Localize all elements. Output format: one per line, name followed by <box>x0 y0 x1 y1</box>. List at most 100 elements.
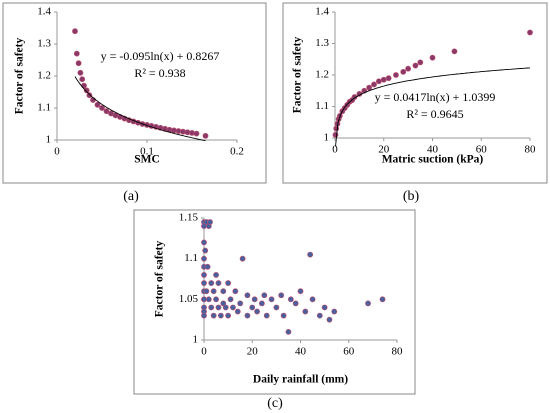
point <box>400 68 407 75</box>
x-tick-label: 60 <box>343 346 355 358</box>
y-tick-label: 1 <box>324 132 330 144</box>
x-tick-label: 40 <box>295 346 307 358</box>
point <box>385 75 392 82</box>
x-axis-title: Matric suction (kPa) <box>382 154 484 166</box>
point <box>527 29 533 36</box>
point <box>81 82 87 89</box>
point <box>263 312 270 319</box>
point <box>331 308 338 315</box>
y-tick-label: 1.3 <box>37 38 51 50</box>
panel-label: (a) <box>123 189 139 204</box>
x-axis-title: Daily rainfall (mm) <box>253 374 348 386</box>
point <box>380 76 387 83</box>
point <box>217 312 224 319</box>
point <box>77 69 84 76</box>
y-axis-title: Factor of safety <box>14 38 26 115</box>
point <box>316 312 323 319</box>
point <box>201 312 207 319</box>
point <box>273 304 280 311</box>
point <box>193 130 200 137</box>
point <box>225 312 232 319</box>
point <box>244 312 251 319</box>
x-tick-label: 0.2 <box>230 146 244 158</box>
point <box>208 304 215 311</box>
point <box>204 263 211 270</box>
point <box>201 272 207 278</box>
point <box>201 296 207 303</box>
point <box>207 219 213 225</box>
point <box>94 101 101 108</box>
y-tick-label: 1.4 <box>315 6 329 18</box>
panel-label: (c) <box>267 396 283 411</box>
point <box>230 304 236 311</box>
panel-frame <box>282 2 548 184</box>
point <box>73 50 80 57</box>
point <box>75 60 82 67</box>
point <box>201 239 207 246</box>
point <box>249 304 256 311</box>
panel-frame <box>2 2 267 184</box>
point <box>321 304 328 311</box>
trend-r2: R² = 0.9645 <box>406 107 463 121</box>
point <box>208 280 215 286</box>
point <box>239 255 246 262</box>
x-tick-label: 0 <box>332 144 338 156</box>
point <box>280 312 287 319</box>
x-tick-label: 20 <box>378 144 390 156</box>
point <box>213 296 219 303</box>
point <box>429 54 436 61</box>
point <box>302 308 309 315</box>
point <box>205 296 212 303</box>
x-tick-label: 0.1 <box>140 146 154 158</box>
y-tick-label: 1 <box>193 334 199 346</box>
point <box>258 300 265 307</box>
point <box>202 132 209 139</box>
point <box>268 296 275 303</box>
y-axis-title: Factor of safety <box>154 241 166 318</box>
y-tick-label: 1.3 <box>315 37 329 49</box>
point <box>307 251 314 258</box>
panel-frame <box>133 209 416 395</box>
point <box>379 296 386 303</box>
x-tick-label: 20 <box>247 346 259 358</box>
point <box>203 288 210 295</box>
point <box>210 312 217 319</box>
panel-label: (b) <box>403 189 420 204</box>
trend-equation: y = 0.0417ln(x) + 1.0399 <box>375 90 496 104</box>
point <box>232 288 239 295</box>
y-tick-label: 1.2 <box>37 70 51 82</box>
point <box>351 94 358 100</box>
x-tick-label: 80 <box>392 346 404 358</box>
point <box>72 28 78 35</box>
point <box>333 125 340 132</box>
y-tick-label: 1 <box>46 134 52 146</box>
point <box>220 288 227 295</box>
x-tick-label: 40 <box>427 144 439 156</box>
point <box>261 292 268 299</box>
point <box>201 280 207 286</box>
point <box>251 296 258 303</box>
y-tick-label: 1.2 <box>315 69 329 81</box>
y-tick-label: 1.1 <box>315 100 329 112</box>
y-tick-label: 1.15 <box>179 212 199 224</box>
point <box>215 304 222 311</box>
point <box>254 308 260 315</box>
point <box>309 296 316 303</box>
point <box>287 296 294 303</box>
y-axis-title: Factor of safety <box>292 37 304 114</box>
x-tick-label: 60 <box>476 144 488 156</box>
point <box>201 255 207 262</box>
point <box>79 76 86 83</box>
point <box>210 288 217 295</box>
point <box>103 108 110 115</box>
trend-r2: R² = 0.938 <box>134 66 185 80</box>
point <box>225 280 232 286</box>
point <box>234 308 241 315</box>
point <box>366 84 373 91</box>
point <box>285 328 292 335</box>
point <box>222 304 229 311</box>
trend-equation: y = -0.095ln(x) + 0.8267 <box>101 49 220 63</box>
y-tick-label: 1.1 <box>37 102 51 114</box>
point <box>244 292 251 299</box>
